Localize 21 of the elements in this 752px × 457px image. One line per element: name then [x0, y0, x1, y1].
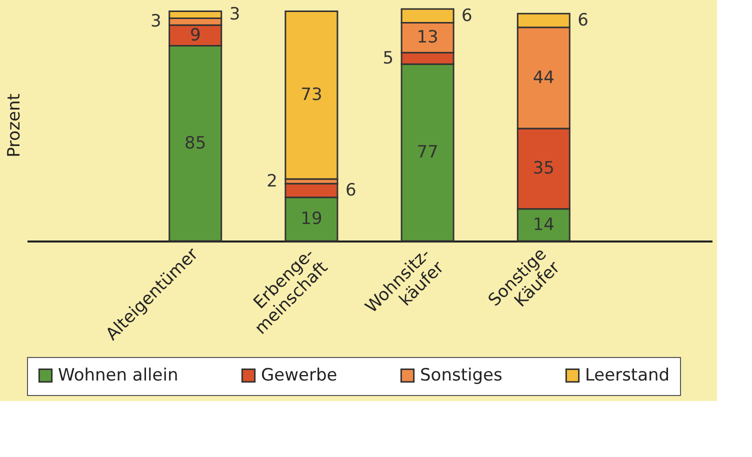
data-label: 6 — [462, 6, 472, 26]
data-label: 85 — [184, 133, 206, 154]
legend-label: Sonstiges — [420, 366, 502, 386]
data-label: 73 — [300, 85, 322, 106]
data-label: 35 — [532, 158, 554, 179]
data-label: 6 — [345, 180, 356, 200]
data-label: 6 — [578, 10, 588, 30]
data-label: 3 — [229, 4, 240, 25]
data-label: 19 — [300, 209, 322, 230]
legend-label: Gewerbe — [261, 366, 338, 386]
data-label: 2 — [266, 171, 278, 192]
data-label: 3 — [150, 12, 162, 32]
y-axis-title: Prozent — [4, 93, 24, 158]
data-label: 44 — [532, 68, 554, 88]
data-label: 77 — [416, 142, 438, 163]
legend-label: Wohnen allein — [58, 366, 178, 386]
data-label: 9 — [190, 25, 201, 46]
data-label: 14 — [532, 214, 554, 235]
legend-label: Leerstand — [585, 366, 670, 386]
data-label: 5 — [382, 48, 394, 68]
data-label: 13 — [416, 28, 438, 48]
